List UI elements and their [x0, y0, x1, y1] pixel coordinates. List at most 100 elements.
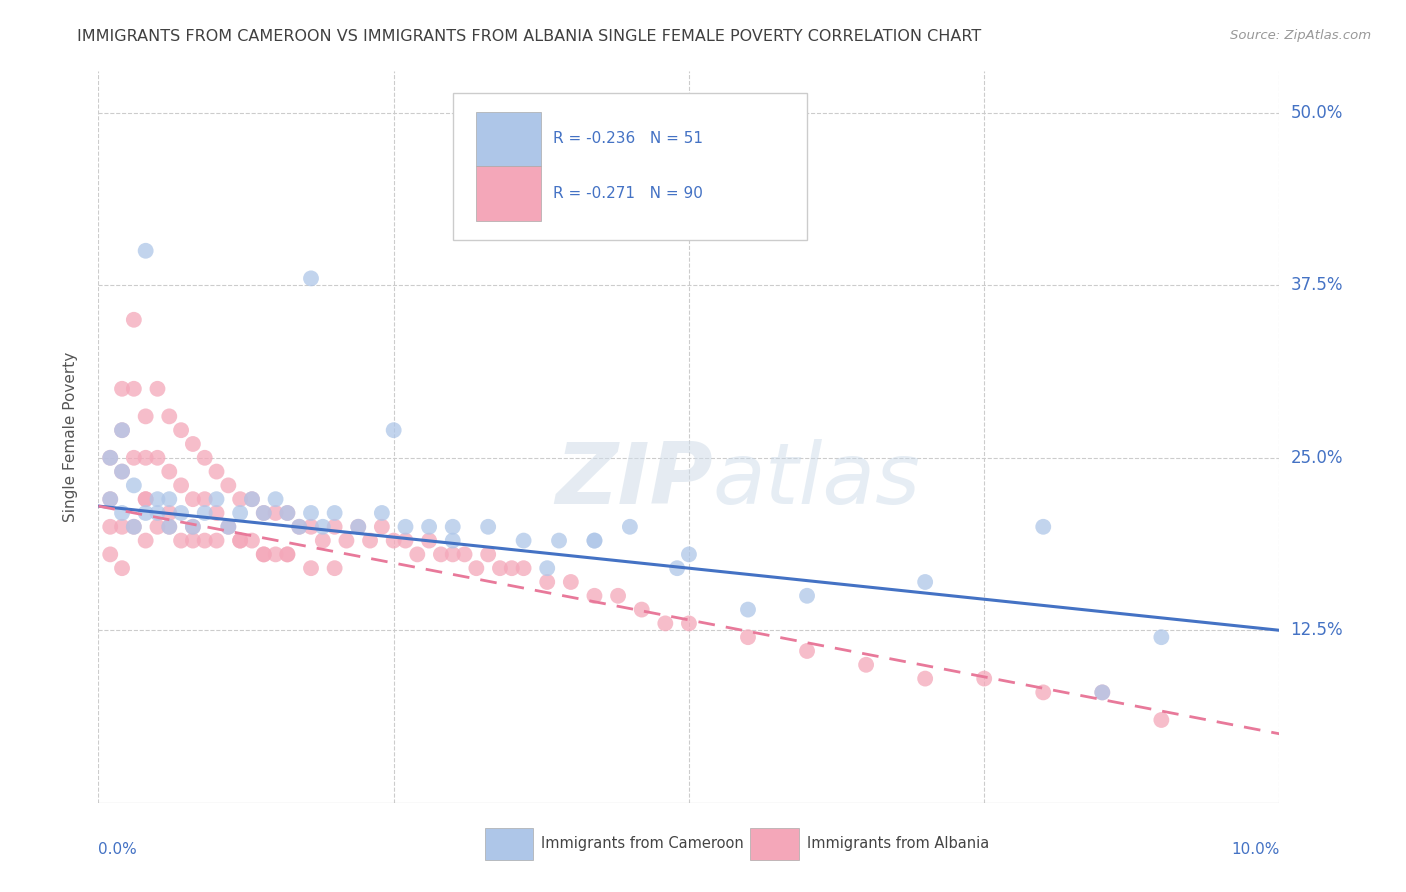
Point — [229, 506, 252, 520]
Point — [276, 548, 298, 562]
Point — [560, 574, 582, 589]
Point — [630, 602, 652, 616]
Point — [914, 574, 936, 589]
FancyBboxPatch shape — [751, 828, 799, 860]
Point — [146, 450, 169, 465]
Point — [276, 548, 298, 562]
Point — [583, 533, 606, 548]
Point — [796, 589, 818, 603]
Text: R = -0.271   N = 90: R = -0.271 N = 90 — [553, 186, 703, 201]
Point — [229, 533, 252, 548]
Point — [157, 506, 180, 520]
Point — [1032, 685, 1054, 699]
Point — [135, 506, 157, 520]
Text: 50.0%: 50.0% — [1291, 103, 1343, 122]
Point — [299, 520, 322, 534]
Point — [253, 506, 276, 520]
Point — [217, 478, 239, 492]
Point — [418, 520, 440, 534]
Point — [501, 561, 523, 575]
Point — [796, 644, 818, 658]
Point — [181, 520, 204, 534]
Point — [335, 533, 357, 548]
Point — [371, 520, 394, 534]
Point — [678, 548, 700, 562]
Point — [276, 506, 298, 520]
Point — [264, 506, 287, 520]
Point — [98, 492, 121, 507]
Point — [205, 506, 228, 520]
Point — [299, 506, 322, 520]
Point — [548, 533, 571, 548]
Point — [312, 533, 335, 548]
Point — [619, 520, 641, 534]
Point — [194, 492, 217, 507]
Point — [122, 478, 145, 492]
Point — [371, 506, 394, 520]
Point — [240, 492, 263, 507]
Point — [122, 520, 145, 534]
Point — [583, 589, 606, 603]
Point — [111, 561, 134, 575]
Point — [135, 533, 157, 548]
Point — [181, 492, 204, 507]
Point — [146, 492, 169, 507]
Point — [122, 312, 145, 326]
Point — [135, 409, 157, 424]
Point — [122, 450, 145, 465]
Point — [441, 533, 464, 548]
Point — [157, 520, 180, 534]
Point — [406, 548, 429, 562]
Point — [382, 423, 405, 437]
Point — [323, 561, 346, 575]
FancyBboxPatch shape — [485, 828, 533, 860]
Point — [181, 520, 204, 534]
Point — [299, 271, 322, 285]
Point — [240, 533, 263, 548]
Point — [347, 520, 370, 534]
Point — [1091, 685, 1114, 699]
Point — [536, 574, 558, 589]
Text: ZIP: ZIP — [555, 440, 713, 523]
Point — [288, 520, 311, 534]
Point — [170, 478, 193, 492]
Point — [276, 506, 298, 520]
Text: Source: ZipAtlas.com: Source: ZipAtlas.com — [1230, 29, 1371, 42]
Point — [205, 465, 228, 479]
Point — [122, 520, 145, 534]
Point — [512, 533, 534, 548]
FancyBboxPatch shape — [453, 94, 807, 240]
Point — [914, 672, 936, 686]
Point — [98, 520, 121, 534]
Point — [465, 561, 488, 575]
Point — [973, 672, 995, 686]
Point — [253, 548, 276, 562]
Point — [737, 630, 759, 644]
Point — [98, 450, 121, 465]
Point — [98, 492, 121, 507]
Point — [111, 520, 134, 534]
Point — [299, 561, 322, 575]
Point — [264, 492, 287, 507]
Point — [1150, 713, 1173, 727]
Point — [217, 520, 239, 534]
Point — [170, 506, 193, 520]
Point — [157, 465, 180, 479]
Point — [157, 520, 180, 534]
Point — [347, 520, 370, 534]
Point — [194, 506, 217, 520]
Point — [205, 533, 228, 548]
Point — [229, 492, 252, 507]
Y-axis label: Single Female Poverty: Single Female Poverty — [63, 352, 77, 522]
Point — [477, 548, 499, 562]
Point — [501, 188, 523, 202]
Point — [146, 520, 169, 534]
Point — [855, 657, 877, 672]
Point — [135, 450, 157, 465]
Point — [489, 561, 512, 575]
Text: Immigrants from Cameroon: Immigrants from Cameroon — [541, 837, 744, 851]
Point — [170, 423, 193, 437]
FancyBboxPatch shape — [477, 167, 541, 221]
Point — [146, 506, 169, 520]
Point — [240, 492, 263, 507]
